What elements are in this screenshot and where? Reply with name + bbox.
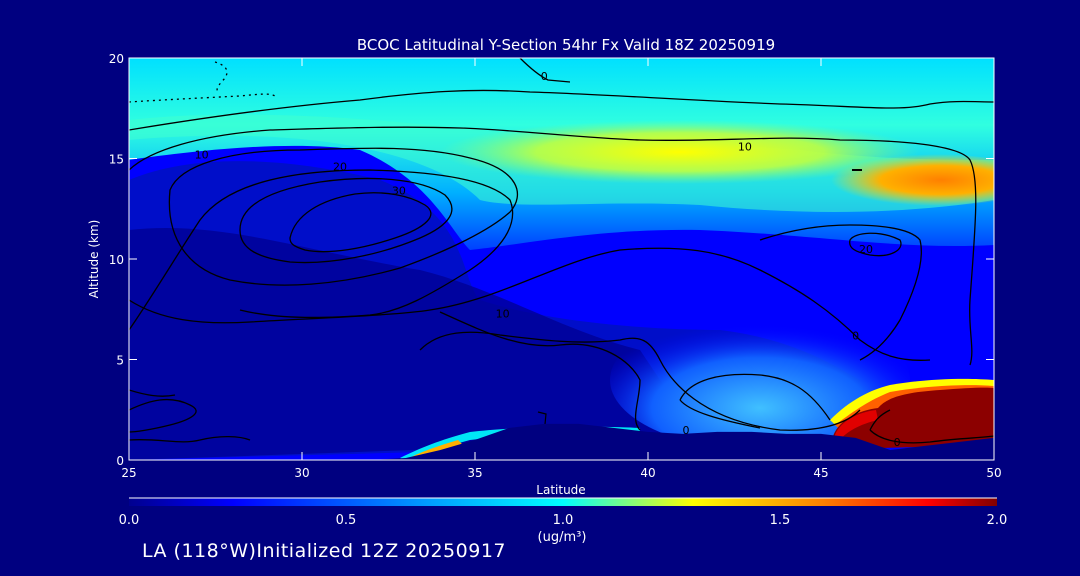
contour-surface-0 [679, 373, 831, 421]
colorbar-tick-label: 2.0 [987, 513, 1008, 528]
surface-red-edge [834, 410, 878, 440]
contour-lower-1 [129, 247, 931, 361]
contour-marker [537, 411, 547, 425]
chart-title: BCOC Latitudinal Y-Section 54hr Fx Valid… [357, 36, 775, 54]
contour-0-top [519, 58, 571, 83]
contour-0-east [869, 429, 994, 444]
y-tick-label: 5 [116, 354, 124, 368]
contour-west-low-2 [129, 435, 251, 443]
contour-label: 0 [683, 424, 690, 437]
x-tick-label: 50 [986, 466, 1001, 480]
low-concentration-core-inner [129, 228, 700, 460]
contour-0-east-b [869, 409, 891, 431]
yellow-plume [440, 120, 920, 184]
contour-lower-3 [419, 331, 861, 431]
colorbar [129, 498, 997, 506]
y-axis-label: Altitude (km) [87, 220, 101, 299]
contour-label: 10 [496, 307, 510, 320]
contour-dotted [129, 93, 276, 103]
contour-label: 10 [195, 148, 209, 161]
contour-east-20 [849, 232, 902, 257]
x-tick-label: 25 [121, 466, 136, 480]
contour-20 [168, 147, 519, 286]
contour-label: 0 [541, 70, 548, 83]
colorbar-tick-label: 1.0 [553, 513, 574, 528]
contour-west-low-3 [129, 389, 176, 397]
y-tick-label: 10 [109, 253, 124, 267]
concentration-field [129, 58, 994, 460]
contour-label: 0 [852, 329, 859, 342]
contour-label: 20 [859, 243, 873, 256]
contour-surface-0b [679, 399, 761, 429]
contour-label: 0 [894, 436, 901, 449]
x-tick-label: 40 [640, 466, 655, 480]
contour-west-low-1 [129, 398, 197, 433]
contour-upper-1 [129, 89, 994, 131]
x-axis-label: Latitude [536, 483, 585, 497]
y-tick-label: 20 [109, 52, 124, 66]
colorbar-tick-label: 1.5 [770, 513, 791, 528]
x-tick-label: 35 [467, 466, 482, 480]
contour-dotted-2 [214, 61, 228, 93]
x-tick-label: 30 [294, 466, 309, 480]
contour-40 [289, 192, 432, 253]
low-level-strip [400, 426, 640, 460]
orange-plume [820, 154, 994, 206]
init-footer: LA (118°W)Initialized 12Z 20250917 [142, 540, 506, 562]
colorbar-unit: (ug/m³) [538, 530, 587, 545]
terrain-mask [129, 423, 994, 460]
contour-label: 30 [392, 185, 406, 198]
y-tick-label: 15 [109, 153, 124, 167]
contour-lines [129, 58, 994, 444]
contour-label: 20 [333, 161, 347, 174]
axis-ticks [128, 57, 995, 461]
colorbar-tick-label: 0.5 [336, 513, 357, 528]
colorbar-tick-label: 0.0 [119, 513, 140, 528]
x-tick-label: 45 [813, 466, 828, 480]
y-tick-label: 0 [116, 454, 124, 468]
contour-30 [239, 177, 453, 264]
contour-label: 10 [738, 140, 752, 153]
contour-10-outer [129, 126, 977, 366]
contour-east-tall [759, 224, 922, 361]
surface-enhancement [610, 310, 910, 450]
